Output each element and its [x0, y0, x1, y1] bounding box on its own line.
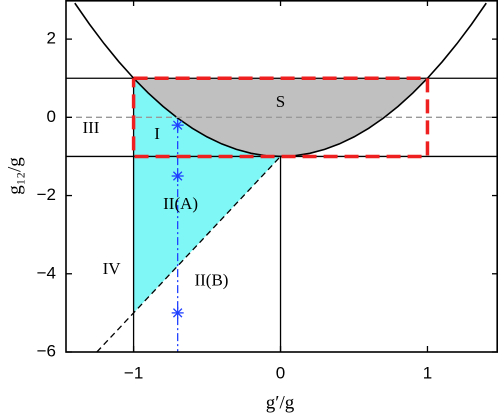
star-stroke [172, 308, 183, 318]
region-label: II(A) [163, 194, 198, 213]
x-tick-label: 1 [423, 363, 432, 382]
plot-frame [65, 0, 499, 353]
region-label: IV [103, 259, 122, 278]
x-tick-label: 0 [276, 363, 285, 382]
y-tick-label: −6 [37, 341, 56, 360]
region [133, 78, 281, 313]
highlight-box [131, 76, 430, 159]
region-label: I [154, 124, 160, 143]
star-marker [171, 119, 184, 132]
y-tick-label: −2 [37, 185, 56, 204]
region-label: S [276, 92, 285, 111]
line [96, 155, 282, 352]
region-label: II(B) [194, 271, 228, 290]
y-tick-label: 0 [47, 107, 56, 126]
x-axis-label: g′/g [266, 392, 295, 413]
region-label: III [82, 118, 99, 137]
star-stroke [172, 120, 183, 130]
star-marker [171, 306, 184, 319]
plot-area [66, 2, 498, 352]
y-tick-label: −4 [37, 263, 56, 282]
star-marker [171, 170, 184, 182]
y-axis-label: g₁₂/g [4, 157, 25, 195]
x-tick-label: −1 [124, 363, 143, 382]
star-stroke [172, 171, 183, 181]
y-tick-label: 2 [47, 29, 56, 48]
